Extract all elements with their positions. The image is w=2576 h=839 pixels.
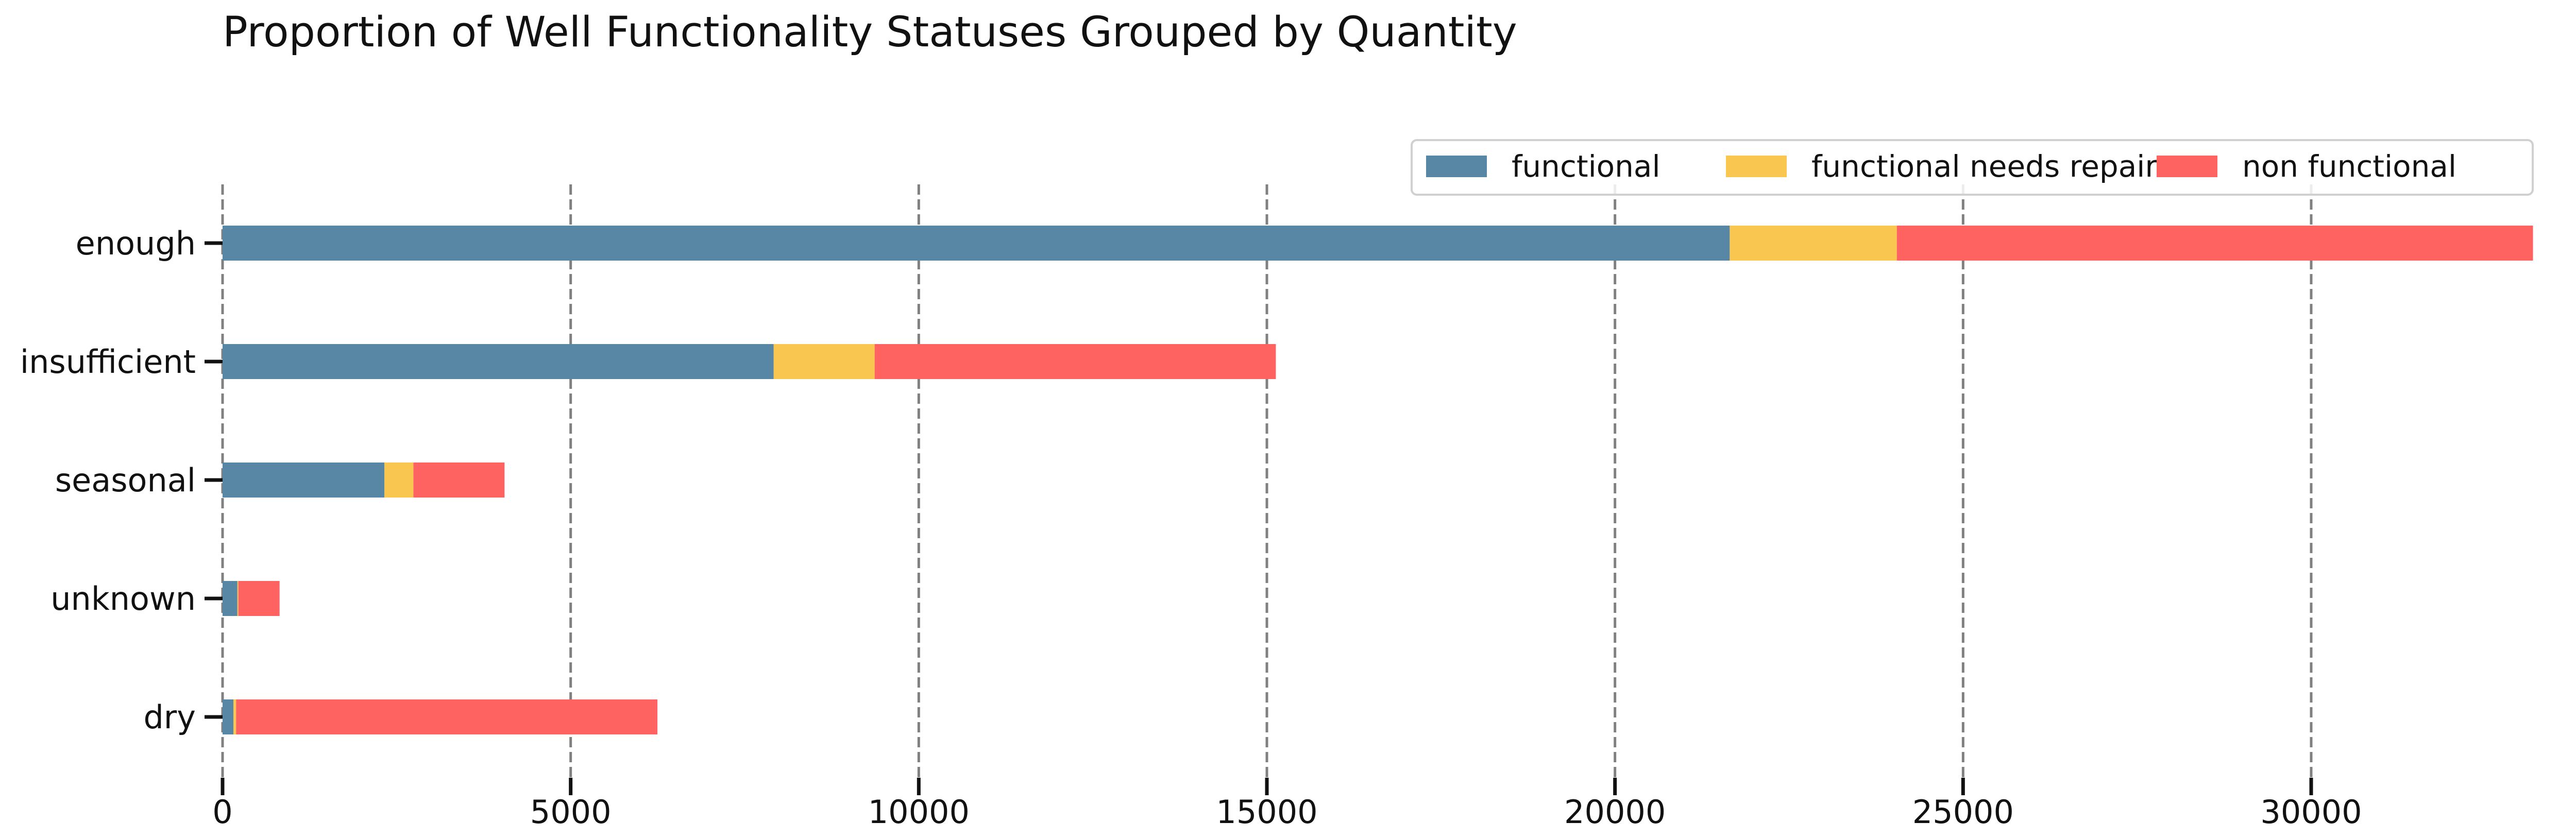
x-tick-label: 0: [212, 793, 232, 831]
bar-segment: [773, 344, 875, 379]
bar-segment: [233, 699, 236, 734]
bar-segment: [1730, 226, 1897, 261]
x-tick-label: 5000: [530, 793, 612, 831]
legend-label: functional needs repair: [1811, 149, 2157, 184]
bar-segment: [237, 581, 239, 616]
legend: functional functional needs repair non fun…: [1411, 139, 2534, 196]
bar-segment: [236, 699, 658, 734]
x-tick-label: 25000: [1912, 793, 2014, 831]
x-tick-label: 30000: [2260, 793, 2362, 831]
bar-segment: [223, 226, 1730, 261]
bar-segment: [874, 344, 1276, 379]
x-tick-label: 10000: [868, 793, 970, 831]
x-axis: 0 5000 10000 15000 20000 25000 30000: [212, 778, 2362, 831]
bar-segment: [384, 463, 414, 498]
bar-segment: [223, 581, 238, 616]
legend-label: non functional: [2242, 149, 2456, 184]
x-tick-label: 15000: [1216, 793, 1317, 831]
bars: [223, 226, 2533, 734]
bar-segment: [223, 463, 385, 498]
bar-segment: [223, 344, 774, 379]
y-axis: enough insufficient seasonal unknown dry: [20, 225, 223, 736]
legend-frame: [1411, 139, 2534, 196]
y-tick-label: enough: [76, 225, 196, 262]
bar-segment: [238, 581, 280, 616]
grid-lines: [221, 184, 2313, 778]
y-tick-label: dry: [143, 698, 196, 736]
bar-segment: [223, 699, 234, 734]
bar-segment: [413, 463, 505, 498]
legend-swatch: [1426, 156, 1487, 177]
legend-swatch: [2157, 156, 2217, 177]
legend-label: functional: [1512, 149, 1660, 184]
y-tick-label: insufficient: [20, 343, 196, 381]
y-tick-label: seasonal: [55, 461, 196, 499]
legend-swatch: [1726, 156, 1787, 177]
bar-segment: [1896, 226, 2533, 261]
chart-title: Proportion of Well Functionality Statuse…: [223, 8, 1517, 57]
x-tick-label: 20000: [1564, 793, 1666, 831]
y-tick-label: unknown: [50, 580, 196, 618]
